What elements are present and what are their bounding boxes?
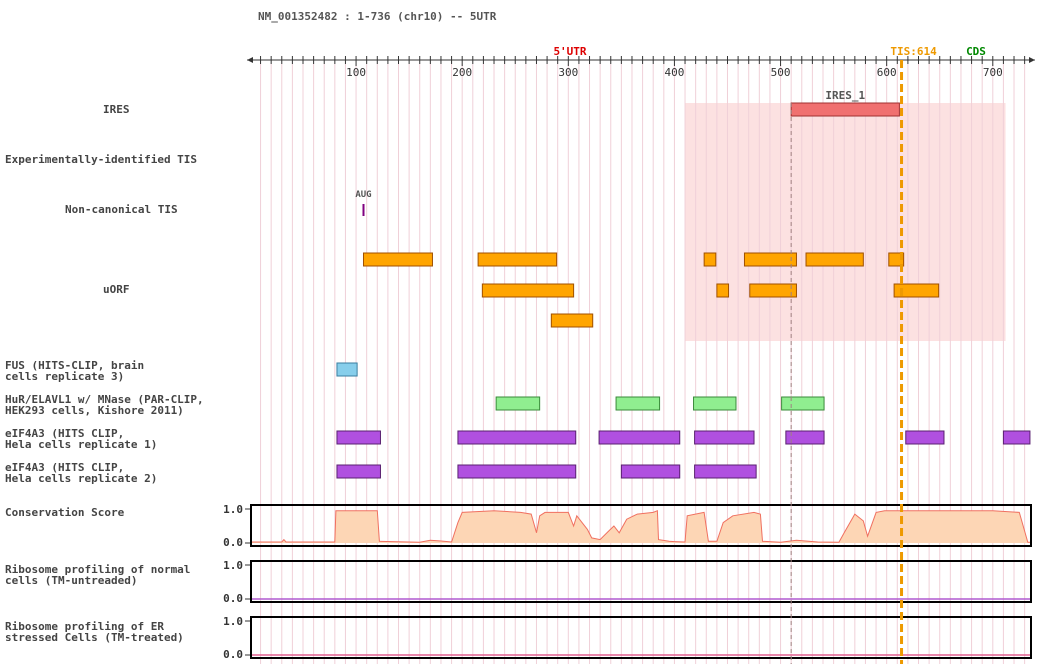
uorf-feature-bar <box>362 252 433 267</box>
track-label-uorf: uORF <box>103 283 130 296</box>
ires-feature-bar <box>790 102 900 117</box>
hur-feature-bar <box>781 396 825 411</box>
uorf-feature-bar <box>716 283 730 298</box>
hur-feature-bar <box>693 396 737 411</box>
position-markers <box>790 60 904 664</box>
cds-label: CDS <box>966 45 986 58</box>
fus-feature-bar <box>336 362 358 377</box>
uorf-feature-bar <box>743 252 797 267</box>
eif4a3-feature-bar <box>694 464 757 479</box>
axis-right-arrow <box>1029 57 1035 63</box>
uorf-feature-bar <box>749 283 797 298</box>
axis-left-arrow <box>247 57 253 63</box>
eif4a3-feature-bar <box>457 430 577 445</box>
axis-tick-label: 100 <box>346 66 366 79</box>
plot-ymin-label: 0.0 <box>223 536 243 549</box>
plot-label-ribo-normal: Ribosome profiling of normal cells (TM-un… <box>5 563 190 587</box>
axis-tick-label: 300 <box>558 66 578 79</box>
plot-frame-conservation <box>250 504 1032 547</box>
track-label-exp-tis: Experimentally-identified TIS <box>5 153 197 166</box>
eif4a3-feature-bar <box>694 430 755 445</box>
track-features: IRES_1 AUG <box>336 89 1031 479</box>
eif4a3-feature-bar <box>336 464 381 479</box>
ires-feature-label: IRES_1 <box>825 89 865 102</box>
ires-region-shade <box>685 103 1006 341</box>
hur-feature-bar <box>495 396 541 411</box>
position-axis: 100 200 300 400 500 600 700 5'UTR TIS:614 CDS <box>247 45 1035 79</box>
track-label-fus: FUS (HITS-CLIP, brain cells replicate 3) <box>5 359 144 383</box>
track-label-ires: IRES <box>103 103 130 116</box>
track-label-eif4a3-1: eIF4A3 (HITS CLIP, Hela cells replicate 1… <box>5 427 157 451</box>
track-label-hur: HuR/ELAVL1 w/ MNase (PAR-CLIP, HEK293 cel… <box>5 393 204 417</box>
axis-tick-label: 500 <box>771 66 791 79</box>
eif4a3-feature-bar <box>336 430 381 445</box>
hur-feature-bar <box>615 396 661 411</box>
axis-tick-label: 700 <box>983 66 1003 79</box>
transcript-title: NM_001352482 : 1-736 (chr10) -- 5UTR <box>258 10 497 23</box>
axis-tick-label: 200 <box>452 66 472 79</box>
uorf-feature-bar <box>481 283 575 298</box>
plot-ymin-label: 0.0 <box>223 592 243 605</box>
track-labels: IRES Experimentally-identified TIS Non-can… <box>5 103 204 644</box>
eif4a3-feature-bar <box>457 464 577 479</box>
uorf-feature-bar <box>893 283 940 298</box>
utr-label: 5'UTR <box>553 45 586 58</box>
uorf-feature-bar <box>477 252 558 267</box>
tis-label: TIS:614 <box>890 45 937 58</box>
plot-frame-ribo-normal <box>250 560 1032 603</box>
uorf-feature-bar <box>550 313 594 328</box>
track-label-eif4a3-2: eIF4A3 (HITS CLIP, Hela cells replicate 2… <box>5 461 157 485</box>
eif4a3-feature-bar <box>785 430 825 445</box>
eif4a3-feature-bar <box>1002 430 1031 445</box>
eif4a3-feature-bar <box>620 464 681 479</box>
plot-label-ribo-stressed: Ribosome profiling of ER stressed Cells (… <box>5 620 184 644</box>
uorf-feature-bar <box>703 252 717 267</box>
plot-ymax-label: 1.0 <box>223 503 243 516</box>
plot-label-conservation: Conservation Score <box>5 506 125 519</box>
plot-ymax-label: 1.0 <box>223 559 243 572</box>
uorf-feature-bar <box>805 252 864 267</box>
plot-frame-ribo-stressed <box>250 616 1032 659</box>
plot-ymin-label: 0.0 <box>223 648 243 661</box>
eif4a3-feature-bar <box>598 430 681 445</box>
noncanonical-tis-label: AUG <box>355 190 371 200</box>
uorf-feature-bar <box>888 252 905 267</box>
signal-plots: 1.0 0.0 1.0 0.0 1.0 0.0 <box>223 503 1032 661</box>
axis-tick-label: 400 <box>664 66 684 79</box>
conservation-line <box>251 509 1031 543</box>
position-gridlines <box>260 64 1026 664</box>
track-label-noncanon-tis: Non-canonical TIS <box>65 203 178 216</box>
axis-tick-label: 600 <box>877 66 897 79</box>
ires-region-shading <box>685 103 1006 341</box>
plot-ymax-label: 1.0 <box>223 615 243 628</box>
eif4a3-feature-bar <box>905 430 945 445</box>
conservation-area <box>251 510 1031 543</box>
